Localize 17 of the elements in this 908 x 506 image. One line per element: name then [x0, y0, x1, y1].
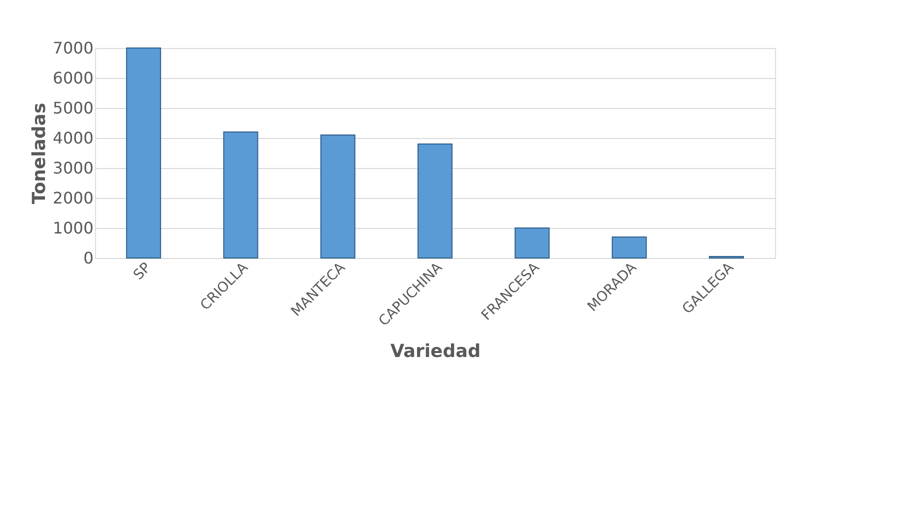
y-axis-title: Toneladas — [28, 102, 50, 204]
y-tick-label: 7000 — [52, 38, 94, 58]
bar — [514, 228, 550, 258]
x-axis-title: Variedad — [390, 340, 481, 362]
bar — [612, 236, 647, 258]
bar — [126, 48, 162, 258]
y-tick-label: 1000 — [52, 218, 94, 238]
bar — [223, 132, 258, 258]
y-tick-label: 3000 — [52, 158, 94, 178]
bar — [320, 134, 356, 258]
y-tick-label: 4000 — [52, 128, 94, 148]
x-tick-label: SP — [130, 260, 154, 284]
y-tick-label: 5000 — [52, 98, 94, 118]
y-tick-label: 6000 — [52, 68, 94, 88]
y-tick-label: 0 — [83, 248, 94, 268]
bar — [418, 144, 452, 258]
y-tick-label: 2000 — [52, 188, 94, 208]
